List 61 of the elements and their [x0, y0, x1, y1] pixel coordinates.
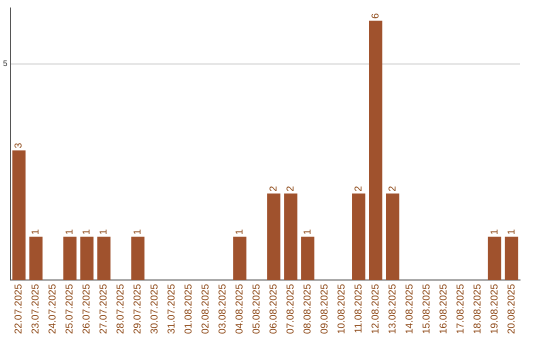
x-tick-label: 09.08.2025	[319, 284, 330, 334]
bar	[80, 236, 94, 280]
bar	[488, 236, 502, 280]
data-label: 1	[132, 228, 144, 235]
data-label: 2	[285, 186, 296, 192]
bar	[386, 194, 400, 280]
bar	[284, 194, 298, 280]
x-tick-label: 16.08.2025	[438, 284, 450, 334]
data-label: 3	[14, 142, 25, 148]
data-label: 1	[98, 228, 110, 235]
x-tick-label: 24.07.2025	[48, 284, 59, 334]
data-label: 6	[370, 12, 382, 19]
y-tick-label: 5	[2, 59, 8, 68]
bar	[29, 236, 43, 280]
data-label: 2	[268, 186, 280, 192]
bar	[301, 236, 314, 280]
x-tick-label: 05.08.2025	[251, 284, 262, 334]
x-tick-label: 07.08.2025	[285, 284, 296, 334]
x-tick-label: 02.08.2025	[200, 284, 212, 334]
x-tick-label: 19.08.2025	[489, 284, 500, 334]
x-tick-label: 18.08.2025	[472, 284, 484, 334]
x-tick-label: 26.07.2025	[82, 284, 93, 334]
x-tick-label: 22.07.2025	[14, 284, 25, 334]
x-tick-label: 13.08.2025	[387, 284, 398, 334]
data-label: 1	[82, 228, 93, 235]
x-tick-label: 11.08.2025	[353, 284, 364, 334]
bar	[233, 236, 246, 280]
x-tick-label: 14.08.2025	[404, 284, 416, 334]
data-label: 1	[489, 228, 500, 235]
data-label: 2	[387, 186, 398, 192]
x-tick-label: 10.08.2025	[336, 284, 348, 334]
x-tick-label: 20.08.2025	[506, 284, 518, 334]
bar	[267, 194, 280, 280]
data-label: 1	[506, 228, 518, 235]
data-label: 1	[30, 228, 42, 235]
x-tick-label: 27.07.2025	[98, 284, 110, 334]
bar	[352, 194, 366, 280]
x-tick-label: 04.08.2025	[234, 284, 246, 334]
x-tick-label: 28.07.2025	[116, 284, 127, 334]
x-tick-label: 12.08.2025	[370, 284, 382, 334]
data-label: 2	[353, 186, 364, 192]
data-label: 1	[64, 228, 76, 235]
x-tick-label: 29.07.2025	[132, 284, 144, 334]
x-tick-label: 08.08.2025	[302, 284, 314, 334]
x-tick-label: 06.08.2025	[268, 284, 280, 334]
x-tick-label: 31.07.2025	[166, 284, 178, 334]
x-tick-label: 25.07.2025	[64, 284, 76, 334]
x-tick-label: 23.07.2025	[30, 284, 42, 334]
x-tick-label: 01.08.2025	[184, 284, 195, 334]
x-tick-label: 03.08.2025	[218, 284, 229, 334]
bar	[369, 20, 382, 280]
x-tick-label: 17.08.2025	[455, 284, 466, 334]
data-label: 1	[302, 228, 314, 235]
data-label: 1	[234, 228, 246, 235]
bar	[97, 236, 110, 280]
x-tick-label: 30.07.2025	[150, 284, 161, 334]
bar	[12, 150, 26, 280]
bar	[504, 236, 518, 280]
bar	[131, 236, 144, 280]
x-tick-label: 15.08.2025	[421, 284, 432, 334]
bar	[63, 236, 77, 280]
